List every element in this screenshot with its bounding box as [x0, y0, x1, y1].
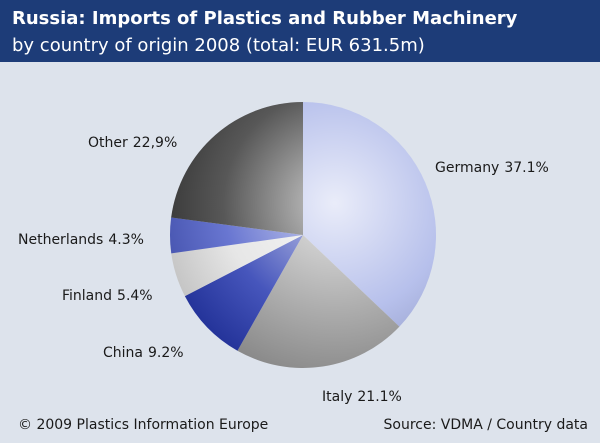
slice-label-name: Finland — [62, 288, 112, 304]
slice-label-value: 9.2% — [148, 345, 184, 361]
slice-label: China 9.2% — [103, 345, 184, 361]
footer-right: Source: VDMA / Country data — [384, 417, 588, 433]
slice-label-value: 5.4% — [117, 288, 153, 304]
footer-left: © 2009 Plastics Information Europe — [18, 417, 268, 433]
slice-label: Italy 21.1% — [322, 389, 402, 405]
slice-label-name: Netherlands — [18, 232, 103, 248]
slice-label-value: 22,9% — [133, 135, 177, 151]
slice-label: Finland 5.4% — [62, 288, 153, 304]
slice-label: Other 22,9% — [88, 135, 177, 151]
header-band — [0, 0, 600, 62]
slice-label-value: 4.3% — [108, 232, 144, 248]
slice-label-value: 21.1% — [357, 389, 401, 405]
slice-label: Netherlands 4.3% — [18, 232, 144, 248]
slice-label: Germany 37.1% — [435, 160, 549, 176]
chart-subtitle: by country of origin 2008 (total: EUR 63… — [12, 35, 425, 56]
chart-title: Russia: Imports of Plastics and Rubber M… — [12, 8, 518, 29]
slice-label-name: Germany — [435, 160, 499, 176]
slice-label-name: Italy — [322, 389, 352, 405]
slice-label-value: 37.1% — [504, 160, 548, 176]
slice-label-name: Other — [88, 135, 128, 151]
pie — [170, 102, 437, 368]
slice-label-name: China — [103, 345, 143, 361]
